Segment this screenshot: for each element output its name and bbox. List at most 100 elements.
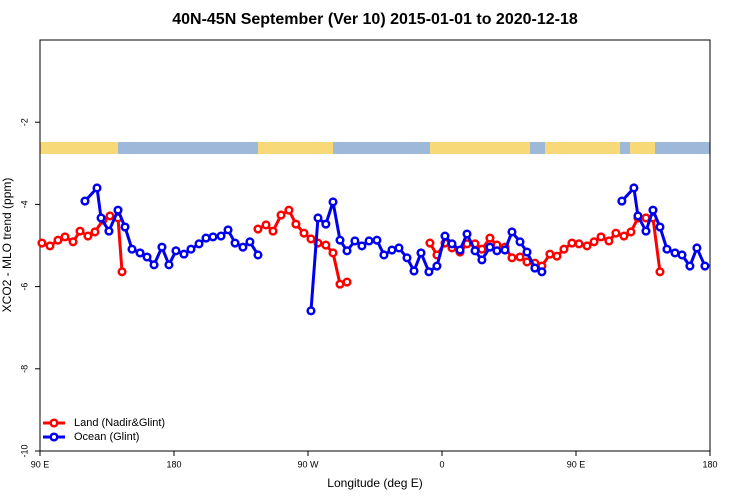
point (68, 237, 78, 247)
point (208, 232, 218, 242)
point (507, 227, 517, 237)
point (149, 260, 159, 270)
point (515, 252, 525, 262)
point (299, 228, 309, 238)
point (552, 251, 562, 261)
point (559, 244, 569, 254)
point (117, 267, 127, 277)
point (537, 267, 547, 277)
point (113, 205, 123, 215)
x-tick-label: 0 (439, 459, 444, 469)
point (96, 213, 106, 223)
point (617, 196, 627, 206)
point (335, 235, 345, 245)
point (105, 211, 115, 221)
x-axis-label: Longitude (deg E) (327, 476, 422, 490)
y-tick-label: -4 (19, 200, 29, 208)
point (104, 226, 114, 236)
point (194, 239, 204, 249)
point (424, 267, 434, 277)
point (80, 196, 90, 206)
point (677, 250, 687, 260)
point (321, 240, 331, 250)
point (409, 266, 419, 276)
point (416, 248, 426, 258)
point (574, 239, 584, 249)
point (53, 235, 63, 245)
point (313, 213, 323, 223)
point (201, 233, 211, 243)
point (477, 255, 487, 265)
y-tick-label: -10 (19, 444, 29, 457)
point (60, 232, 70, 242)
point (619, 231, 629, 241)
point (372, 235, 382, 245)
point (500, 245, 510, 255)
point (515, 237, 525, 247)
point (379, 250, 389, 260)
point (364, 236, 374, 246)
point (342, 277, 352, 287)
point (648, 205, 658, 215)
point (357, 241, 367, 251)
point (470, 246, 480, 256)
y-tick-label: -8 (19, 365, 29, 373)
land-ocean-band (40, 142, 710, 154)
point (402, 253, 412, 263)
point (641, 226, 651, 236)
legend-label: Land (Nadir&Glint) (74, 417, 165, 429)
point (306, 306, 316, 316)
point (120, 222, 130, 232)
point (328, 248, 338, 258)
point (604, 236, 614, 246)
land-band (258, 142, 333, 154)
point (245, 237, 255, 247)
point (230, 238, 240, 248)
point (186, 244, 196, 254)
point (662, 244, 672, 254)
x-tick-label: 180 (166, 459, 181, 469)
point (216, 231, 226, 241)
point (350, 236, 360, 246)
plot-frame (39, 39, 711, 452)
point (455, 245, 465, 255)
point (492, 246, 502, 256)
x-tick-label: 90 E (567, 459, 586, 469)
legend-marker (49, 432, 59, 442)
point (629, 183, 639, 193)
point (692, 243, 702, 253)
point (567, 238, 577, 248)
point (447, 239, 457, 249)
land-band (430, 142, 530, 154)
point (276, 210, 286, 220)
legend-label: Ocean (Glint) (74, 431, 139, 443)
point (157, 242, 167, 252)
y-tick-label: -2 (19, 118, 29, 126)
point (45, 241, 55, 251)
legend-marker (49, 418, 59, 428)
point (83, 231, 93, 241)
point (90, 227, 100, 237)
point (335, 279, 345, 289)
point (626, 227, 636, 237)
x-tick-label: 90 E (31, 459, 50, 469)
point (284, 205, 294, 215)
point (596, 232, 606, 242)
land-band (630, 142, 655, 154)
point (700, 261, 710, 271)
point (75, 226, 85, 236)
point (92, 183, 102, 193)
y-tick-label: -6 (19, 283, 29, 291)
point (425, 238, 435, 248)
point (387, 245, 397, 255)
point (253, 224, 263, 234)
point (164, 260, 174, 270)
point (545, 249, 555, 259)
point (477, 244, 487, 254)
point (432, 261, 442, 271)
point (440, 231, 450, 241)
point (127, 244, 137, 254)
point (261, 220, 271, 230)
